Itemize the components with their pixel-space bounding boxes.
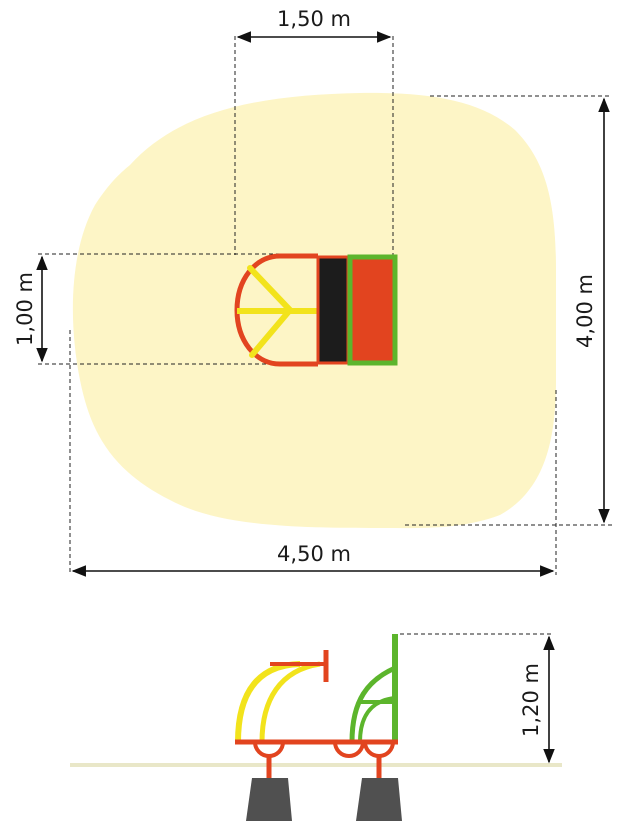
spring-rider-top-view: [234, 253, 398, 367]
foundation-right: [356, 778, 402, 821]
dimension-top-width: 1,50 m: [236, 7, 392, 43]
spring-rider-side-view: [235, 634, 402, 821]
dim-label-left-height: 1,00 m: [13, 272, 37, 346]
dim-label-right-height: 4,00 m: [573, 274, 597, 348]
dimension-left-height: 1,00 m: [13, 255, 48, 363]
dimension-side-height: 1,20 m: [519, 635, 555, 764]
extension-lines: [38, 36, 612, 635]
dimension-bottom-width: 4,50 m: [71, 542, 555, 577]
foundation-left: [246, 778, 292, 821]
dim-label-top-width: 1,50 m: [277, 7, 351, 31]
dimension-right-height: 4,00 m: [573, 97, 610, 524]
dim-label-bottom-width: 4,50 m: [277, 542, 351, 566]
dim-label-side-height: 1,20 m: [519, 663, 543, 737]
